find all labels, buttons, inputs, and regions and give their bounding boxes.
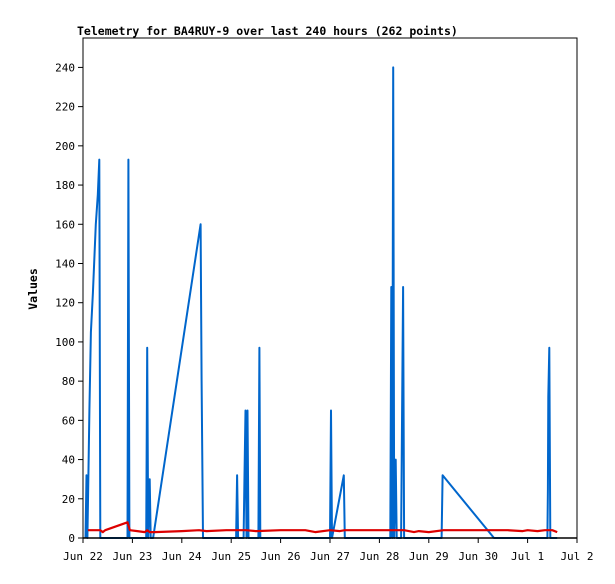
x-tick-label: Jun 26 — [261, 550, 301, 563]
series-line-1 — [84, 66, 558, 539]
x-tick-label: Jun 28 — [360, 550, 400, 563]
y-tick-label: 100 — [55, 336, 75, 349]
x-tick-label: Jul 1 — [511, 550, 544, 563]
y-tick-label: 180 — [55, 179, 75, 192]
y-tick-label: 140 — [55, 257, 75, 270]
x-tick-label: Jun 23 — [113, 550, 153, 563]
y-tick-label: 240 — [55, 61, 75, 74]
x-tick-label: Jun 30 — [458, 550, 498, 563]
y-tick-label: 60 — [62, 414, 75, 427]
y-tick-label: 0 — [68, 532, 75, 545]
y-tick-label: 160 — [55, 218, 75, 231]
x-tick-label: Jun 22 — [63, 550, 103, 563]
x-tick-label: Jun 25 — [211, 550, 251, 563]
y-tick-label: 80 — [62, 375, 75, 388]
y-axis-ticks: 0 20 40 60 80 100 120 140 160 180 200 220 240 — [55, 61, 83, 545]
y-tick-label: 200 — [55, 140, 75, 153]
x-tick-label: Jun 29 — [409, 550, 449, 563]
series-layer — [84, 66, 558, 539]
y-tick-label: 120 — [55, 297, 75, 310]
x-tick-label: Jun 24 — [162, 550, 202, 563]
y-tick-label: 40 — [62, 454, 75, 467]
y-tick-label: 20 — [62, 493, 75, 506]
series-line-2 — [87, 521, 558, 534]
y-axis-label: Values — [26, 268, 40, 310]
x-axis-ticks: Jun 22 Jun 23 Jun 24 Jun 25 Jun 26 Jun 27 Jun … — [63, 538, 594, 563]
y-tick-label: 220 — [55, 101, 75, 114]
chart-title: Telemetry for BA4RUY-9 over last 240 hou… — [77, 24, 458, 38]
x-tick-label: Jul 2 — [560, 550, 593, 563]
x-tick-label: Jun 27 — [310, 550, 350, 563]
